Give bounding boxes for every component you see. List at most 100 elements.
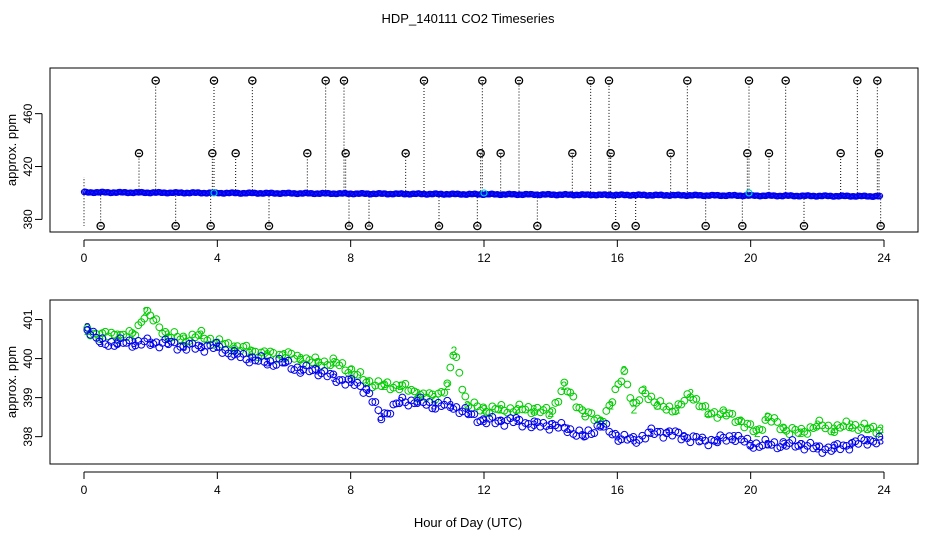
series-point: [488, 413, 497, 421]
spike-point: [799, 221, 809, 231]
series-point: [560, 378, 569, 387]
series-point: [461, 404, 470, 412]
y-tick-label: 398: [21, 426, 35, 446]
series-point: [377, 415, 386, 424]
series-label-point: 3: [97, 336, 104, 350]
series-label-point: 2: [451, 344, 458, 358]
series-label-point: 3: [681, 430, 688, 444]
series-label-point: 3: [181, 340, 188, 354]
series-point: [251, 356, 260, 365]
top-marks: [80, 76, 885, 231]
top-plot-frame: [49, 67, 919, 233]
series-label-point: 2: [131, 328, 138, 342]
series-label-point: 2: [531, 402, 538, 416]
series-label-point: 3: [247, 352, 254, 366]
series-point: [140, 314, 149, 323]
series-label-point: 3: [814, 441, 821, 455]
series-label-point: 2: [631, 402, 638, 416]
spike-point: [533, 221, 542, 231]
series-label-point: 2: [264, 348, 271, 362]
spike-point: [744, 76, 754, 85]
series-point: [386, 409, 395, 418]
series-point: [869, 422, 878, 431]
series-point: [713, 438, 722, 447]
series-point: [812, 442, 821, 451]
series-label-point: 3: [364, 383, 371, 397]
series-label-point: 3: [731, 430, 738, 444]
series-point: [653, 427, 662, 436]
series-point: [197, 326, 206, 335]
spike-point: [419, 76, 429, 85]
y-tick-label: 399: [21, 387, 35, 407]
series-point: [170, 338, 179, 347]
series-label-point: 3: [831, 441, 838, 455]
series-point: [875, 426, 884, 435]
series-label-point: 3: [514, 414, 521, 428]
series-point: [275, 350, 284, 359]
series-point: [641, 389, 650, 398]
series-point: [695, 402, 704, 411]
series-label-point: 2: [831, 422, 838, 436]
series-point: [356, 382, 365, 390]
series-point: [788, 436, 797, 444]
series-label-point: 2: [847, 418, 854, 432]
series-label-point: 2: [331, 355, 338, 369]
series-label-point: 3: [714, 434, 721, 448]
series-point: [365, 377, 374, 385]
series-label-point: 3: [397, 395, 404, 409]
series-point: [383, 409, 392, 418]
series-label-point: 2: [721, 406, 728, 420]
spike-point: [171, 221, 180, 231]
series-label-point: 3: [497, 414, 504, 428]
series-label-point: 2: [597, 414, 604, 428]
series-label-point: 2: [142, 305, 149, 319]
series-label-point: 2: [214, 336, 221, 350]
series-label-point: 3: [797, 437, 804, 451]
spike-point: [478, 76, 487, 85]
series-label-point: 2: [814, 418, 821, 432]
series-label-point: 3: [631, 434, 638, 448]
series-label-point: 3: [864, 434, 871, 448]
series-point: [176, 342, 185, 351]
series-point: [425, 398, 434, 406]
spike-point: [606, 149, 615, 158]
spike-point: [604, 76, 614, 85]
spike-point: [586, 76, 595, 85]
series-point: [365, 389, 374, 398]
series-point: [755, 425, 764, 434]
series-point: [458, 385, 467, 394]
series-label-point: 3: [431, 398, 438, 412]
x-tick-label: 4: [214, 251, 221, 265]
series-point: [773, 418, 782, 426]
spike-point: [836, 149, 845, 158]
series-label-point: 3: [147, 336, 154, 350]
series-label-point: 2: [641, 383, 648, 397]
series-label-point: 2: [561, 379, 568, 393]
series-point: [89, 327, 98, 336]
series-point: [674, 428, 683, 437]
series-point: [830, 428, 839, 436]
y-tick-label: 400: [21, 348, 35, 368]
spike-point: [781, 76, 790, 85]
series-label-point: 2: [704, 406, 711, 420]
series-point: [635, 396, 644, 405]
series-point: [668, 407, 677, 416]
x-tick-label: 20: [744, 251, 758, 265]
spike-point: [209, 76, 219, 85]
series-point: [428, 404, 437, 413]
series-label-point: 2: [514, 402, 521, 416]
series-point: [182, 345, 191, 354]
series-point: [815, 442, 824, 451]
spike-point: [683, 76, 692, 85]
spike-point: [339, 76, 349, 85]
series-point: [83, 323, 92, 332]
series-label-point: 2: [347, 363, 354, 377]
series-point: [326, 369, 335, 378]
x-tick-label: 12: [477, 251, 491, 265]
x-tick-label: 16: [611, 251, 625, 265]
spike-point: [206, 221, 215, 231]
series-label-point: 3: [314, 363, 321, 377]
series-point: [224, 339, 233, 347]
spike-point: [364, 221, 374, 231]
